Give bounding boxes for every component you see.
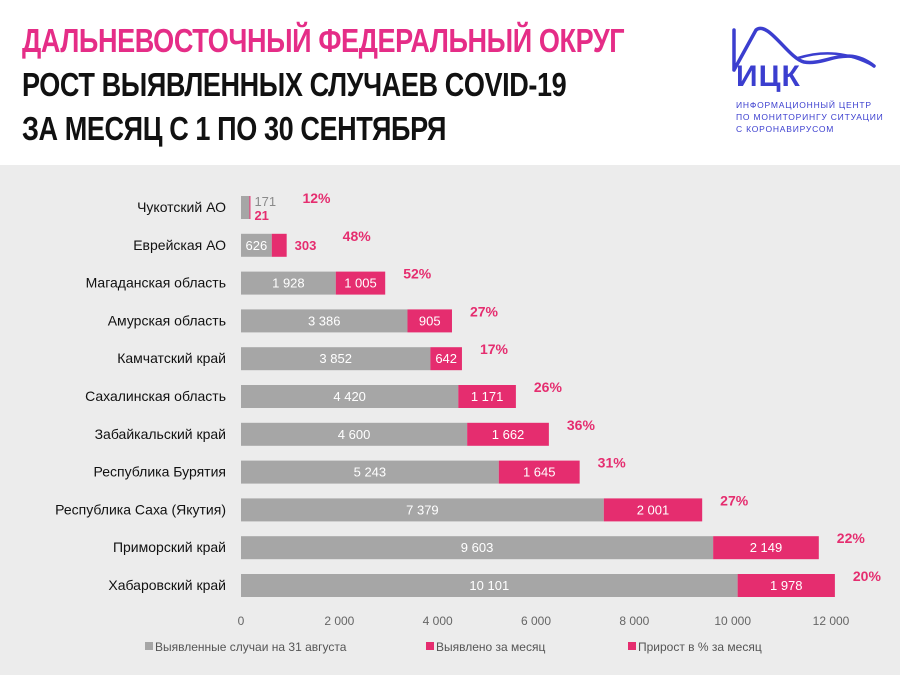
bar-base <box>241 271 336 295</box>
title-period: ЗА МЕСЯЦ С 1 ПО 30 СЕНТЯБРЯ <box>22 110 447 147</box>
logo-name: ИЦК <box>736 60 801 93</box>
growth-label: 48% <box>343 228 372 244</box>
data-label-increase: 303 <box>295 238 317 253</box>
data-label-increase: 1 171 <box>471 389 504 404</box>
bar-increase <box>467 422 549 446</box>
bar-increase <box>430 347 462 371</box>
bar-base <box>241 536 714 560</box>
data-label-base: 4 420 <box>333 389 366 404</box>
bar-base <box>241 233 272 257</box>
data-label-increase: 1 978 <box>770 578 803 593</box>
data-label-base: 626 <box>246 238 268 253</box>
x-tick-label: 10 000 <box>714 614 751 628</box>
data-label-increase: 1 662 <box>492 427 525 442</box>
data-label-increase: 642 <box>435 351 457 366</box>
growth-label: 27% <box>470 303 499 319</box>
bar-increase <box>407 309 452 333</box>
data-label-increase: 1 005 <box>344 276 377 291</box>
data-label-increase: 905 <box>419 313 441 328</box>
data-label-base: 3 852 <box>319 351 352 366</box>
legend-growth-label: Прирост в % за месяц <box>638 640 762 654</box>
logo-graph-icon <box>732 26 876 72</box>
legend-increase-label: Выявлено за месяц <box>436 640 545 654</box>
category-label: Камчатский край <box>117 350 226 366</box>
bar-base <box>241 347 431 371</box>
data-label-increase: 1 645 <box>523 465 556 480</box>
bar-base <box>241 309 408 333</box>
data-label-base: 9 603 <box>461 540 494 555</box>
growth-label: 52% <box>403 266 432 282</box>
bar-increase <box>498 460 580 484</box>
x-tick-label: 12 000 <box>813 614 850 628</box>
data-label-base: 4 600 <box>338 427 371 442</box>
header: ДАЛЬНЕВОСТОЧНЫЙ ФЕДЕРАЛЬНЫЙ ОКРУГ РОСТ В… <box>0 0 900 165</box>
x-tick-label: 8 000 <box>619 614 649 628</box>
category-label: Сахалинская область <box>85 388 226 404</box>
bar-base <box>241 498 604 522</box>
bar-increase <box>737 574 835 597</box>
x-tick-label: 0 <box>238 614 245 628</box>
bar-increase <box>271 233 287 257</box>
data-label-increase: 2 001 <box>637 502 670 517</box>
bar-increase <box>713 536 819 560</box>
category-label: Республика Саха (Якутия) <box>55 501 226 517</box>
category-label: Амурская область <box>108 312 226 328</box>
growth-label: 22% <box>837 530 866 546</box>
growth-label: 17% <box>480 341 509 357</box>
bar-increase <box>458 385 516 408</box>
data-label-base: 1 928 <box>272 276 305 291</box>
legend-increase-swatch <box>426 642 434 650</box>
category-label: Хабаровский край <box>108 577 226 593</box>
legend-growth-swatch <box>628 642 636 650</box>
bar-base <box>241 385 459 408</box>
growth-label: 20% <box>853 568 882 584</box>
legend-base-label: Выявленные случаи на 31 августа <box>155 640 347 654</box>
bar-base <box>241 460 499 484</box>
data-label-increase: 2 149 <box>750 540 783 555</box>
logo-subtitle-line3: С КОРОНАВИРУСОМ <box>736 124 835 134</box>
growth-label: 12% <box>302 190 331 206</box>
bar-increase <box>603 498 703 522</box>
growth-label: 27% <box>720 492 749 508</box>
category-label: Забайкальский край <box>95 426 226 442</box>
bar-increase <box>249 196 251 219</box>
data-label-increase: 21 <box>254 208 268 223</box>
growth-label: 31% <box>598 455 627 471</box>
category-label: Магаданская область <box>86 275 226 291</box>
data-label-base: 7 379 <box>406 502 439 517</box>
chart-area: Чукотский АО 171 21 12% Еврейская АО 626 303 48… <box>0 165 900 675</box>
growth-label: 26% <box>534 379 563 395</box>
data-label-base: 10 101 <box>469 578 509 593</box>
x-tick-label: 4 000 <box>423 614 453 628</box>
logo-subtitle-line2: ПО МОНИТОРИНГУ СИТУАЦИИ <box>736 112 884 122</box>
bar-base <box>241 574 738 597</box>
bar-base <box>241 196 250 219</box>
x-tick-label: 6 000 <box>521 614 551 628</box>
x-tick-label: 2 000 <box>324 614 354 628</box>
category-label: Республика Бурятия <box>94 464 226 480</box>
bar-base <box>241 422 468 446</box>
data-label-base: 5 243 <box>354 465 387 480</box>
category-label: Еврейская АО <box>133 237 226 253</box>
logo-subtitle-line1: ИНФОРМАЦИОННЫЙ ЦЕНТР <box>736 100 872 110</box>
bar-increase <box>335 271 386 295</box>
data-label-base: 3 386 <box>308 313 341 328</box>
title-main: РОСТ ВЫЯВЛЕННЫХ СЛУЧАЕВ COVID-19 <box>22 66 567 103</box>
category-label: Приморский край <box>113 539 226 555</box>
category-label: Чукотский АО <box>137 199 226 215</box>
legend-base-swatch <box>145 642 153 650</box>
title-region: ДАЛЬНЕВОСТОЧНЫЙ ФЕДЕРАЛЬНЫЙ ОКРУГ <box>22 22 625 59</box>
growth-label: 36% <box>567 417 596 433</box>
data-label-base: 171 <box>254 194 276 209</box>
